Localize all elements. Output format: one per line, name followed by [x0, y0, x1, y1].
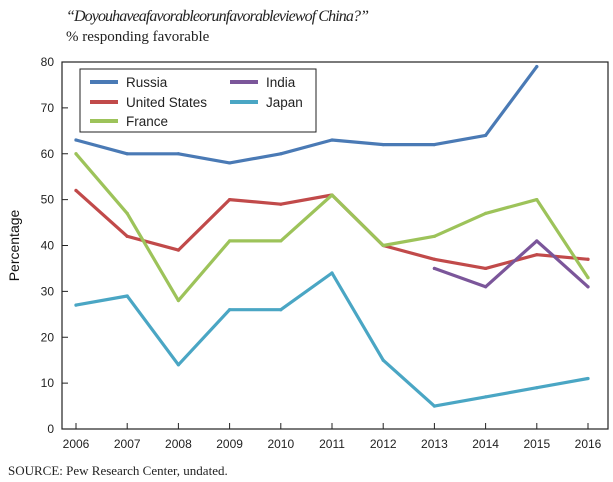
data-point-japan [176, 363, 180, 367]
data-point-india [535, 239, 539, 243]
data-point-japan [330, 271, 334, 275]
y-axis-label: Percentage [6, 209, 22, 281]
data-point-japan [484, 395, 488, 399]
data-point-united-states [432, 257, 436, 261]
legend-label-united-states: United States [126, 95, 207, 110]
series-line-russia [74, 64, 539, 165]
data-point-russia [228, 161, 232, 165]
data-point-france [176, 298, 180, 303]
legend-label-japan: Japan [266, 95, 303, 110]
data-point-japan [125, 294, 129, 298]
series-line-france [74, 152, 590, 303]
y-tick-label: 80 [41, 55, 55, 69]
data-point-russia [432, 142, 436, 147]
data-point-russia [125, 152, 129, 156]
y-tick-label: 10 [41, 376, 55, 390]
x-tick-label: 2009 [216, 437, 243, 451]
data-point-france [586, 276, 590, 280]
y-tick-label: 70 [41, 101, 55, 115]
data-point-united-states [586, 257, 590, 261]
data-point-united-states [228, 198, 232, 202]
data-point-india [586, 285, 590, 289]
source-note: SOURCE: Pew Research Center, undated. [8, 463, 228, 478]
x-tick-label: 2016 [575, 437, 602, 451]
data-point-france [330, 193, 334, 197]
data-point-russia [484, 133, 488, 137]
y-tick-label: 30 [41, 284, 55, 298]
data-point-japan [535, 386, 539, 390]
y-tick-label: 0 [47, 422, 54, 436]
data-point-france [125, 211, 129, 215]
data-point-japan [432, 404, 436, 408]
data-point-france [381, 243, 385, 248]
data-point-russia [279, 152, 283, 156]
x-tick-label: 2010 [267, 437, 294, 451]
data-point-united-states [279, 202, 283, 206]
data-point-india [484, 285, 488, 289]
y-tick-label: 60 [41, 147, 55, 161]
legend-label-russia: Russia [126, 75, 168, 90]
x-tick-label: 2011 [319, 437, 345, 451]
data-point-france [74, 152, 78, 156]
x-tick-label: 2013 [421, 437, 448, 451]
x-tick-label: 2006 [63, 437, 90, 451]
data-point-russia [381, 142, 385, 147]
data-point-united-states [535, 253, 539, 257]
data-point-united-states [125, 234, 129, 238]
data-point-russia [535, 64, 539, 69]
data-point-russia [74, 138, 78, 142]
data-point-japan [279, 308, 283, 312]
data-point-japan [586, 376, 590, 381]
chart-title: “Doyouhaveafavorableorunfavorableviewof … [66, 8, 369, 25]
legend-label-france: France [126, 114, 168, 129]
data-point-russia [176, 152, 180, 156]
data-point-japan [74, 303, 78, 307]
data-point-japan [228, 308, 232, 312]
x-tick-label: 2012 [370, 437, 397, 451]
data-point-france [535, 198, 539, 202]
legend-label-india: India [266, 75, 296, 90]
series-line-india [432, 239, 590, 289]
data-point-united-states [484, 266, 488, 271]
x-tick-label: 2015 [523, 437, 550, 451]
data-point-united-states [176, 248, 180, 252]
data-point-russia [330, 138, 334, 142]
data-point-india [432, 266, 436, 271]
data-point-france [228, 239, 232, 243]
y-tick-label: 50 [41, 193, 55, 207]
x-tick-label: 2008 [165, 437, 192, 451]
y-tick-label: 40 [41, 239, 55, 253]
data-point-france [279, 239, 283, 243]
data-point-france [432, 234, 436, 238]
chart-subtitle: % responding favorable [66, 29, 210, 45]
legend-box [79, 68, 317, 133]
data-point-united-states [74, 188, 78, 193]
series-line-japan [74, 271, 590, 408]
data-point-france [484, 211, 488, 215]
y-tick-label: 20 [41, 330, 55, 344]
data-point-japan [381, 358, 385, 362]
x-tick-label: 2014 [472, 437, 499, 451]
x-tick-label: 2007 [114, 437, 141, 451]
